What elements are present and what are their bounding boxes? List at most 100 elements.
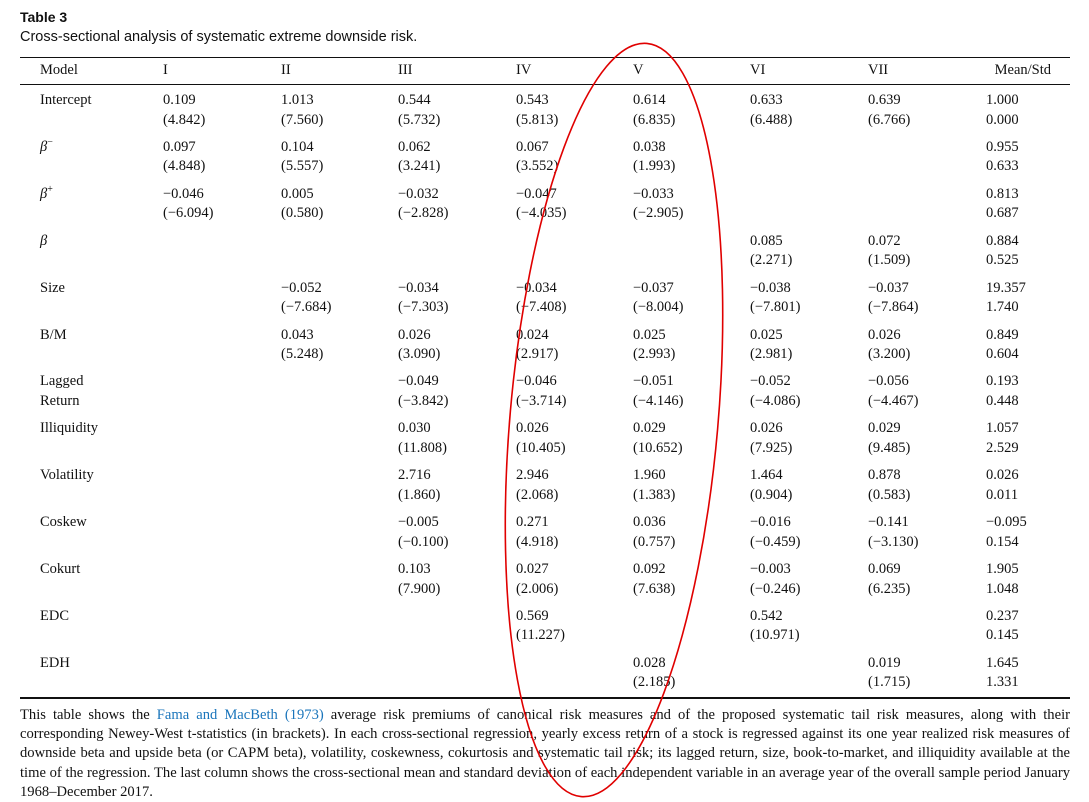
coefficient: −0.047 (516, 185, 557, 202)
statistic: (2.917) (516, 346, 559, 362)
coefficient: 0.614 (633, 92, 666, 108)
row-label: β (40, 232, 47, 252)
statistic: 1.048 (986, 580, 1019, 597)
coefficient: 0.639 (868, 92, 901, 108)
coefficient: 0.271 (516, 514, 549, 531)
coefficient: 0.085 (750, 232, 783, 249)
coefficient: 0.109 (163, 92, 196, 108)
coefficient: 0.024 (516, 326, 549, 343)
coefficient: 0.067 (516, 138, 549, 155)
statistic: (11.808) (398, 439, 447, 456)
statistic: 1.331 (986, 674, 1019, 691)
statistic: (0.580) (281, 205, 324, 222)
row-label-text: Cokurt (40, 561, 81, 577)
coefficient: 0.005 (281, 185, 314, 202)
coefficient: 0.026 (516, 420, 549, 437)
row-label: Intercept (40, 91, 92, 111)
coefficient: 1.645 (986, 654, 1019, 671)
statistic: (11.227) (516, 627, 565, 644)
coefficient: 0.038 (633, 138, 666, 155)
row-label-text: Size (40, 279, 65, 296)
table-title: Table 3 (20, 9, 68, 25)
coefficient: −0.003 (750, 561, 791, 577)
coefficient: −0.034 (516, 279, 557, 296)
coefficient: −0.052 (281, 279, 322, 296)
statistic: (2.981) (750, 346, 793, 362)
statistic: (10.405) (516, 439, 566, 456)
coefficient: 0.097 (163, 138, 196, 155)
coefficient: −0.052 (750, 373, 791, 390)
coefficient: −0.046 (516, 373, 557, 390)
coefficient: 0.026 (750, 420, 783, 437)
statistic: (6.488) (750, 111, 793, 128)
coefficient: −0.016 (750, 514, 791, 531)
coefficient: 19.357 (986, 279, 1026, 296)
table-caption: Cross-sectional analysis of systematic e… (20, 29, 418, 45)
row-label-text: EDC (40, 607, 69, 624)
row-label-text: EDH (40, 654, 70, 671)
statistic: (−6.094) (163, 205, 214, 222)
statistic: (0.904) (750, 486, 793, 503)
statistic: (7.925) (750, 439, 793, 456)
coefficient: 0.069 (868, 561, 901, 577)
statistic: 0.604 (986, 346, 1019, 362)
coefficient: −0.141 (868, 514, 909, 531)
coefficient: 0.103 (398, 561, 431, 577)
statistic: (9.485) (868, 439, 911, 456)
coefficient: 0.030 (398, 420, 431, 437)
statistic: (−0.100) (398, 533, 449, 550)
statistic: (−2.905) (633, 205, 684, 222)
coefficient: 2.716 (398, 467, 431, 484)
statistic: (2.993) (633, 346, 676, 362)
statistic: (1.383) (633, 486, 676, 503)
coefficient: 0.813 (986, 185, 1019, 202)
row-label: Volatility (40, 466, 94, 486)
row-label: B/M (40, 326, 67, 346)
statistic: (3.552) (516, 158, 559, 175)
coefficient: 1.013 (281, 92, 314, 108)
statistic: (6.766) (868, 111, 911, 128)
column-header: Mean/Std (994, 62, 1051, 78)
coefficient: −0.033 (633, 185, 674, 202)
coefficient: 0.544 (398, 92, 431, 108)
row-label-text: β (40, 185, 48, 202)
coefficient: 0.026 (868, 326, 901, 343)
statistic: (−4.146) (633, 392, 684, 409)
statistic: 0.687 (986, 205, 1019, 222)
statistic: (2.068) (516, 486, 559, 503)
statistic: 0.525 (986, 252, 1019, 269)
row-label: β+ (40, 184, 53, 205)
coefficient: 0.542 (750, 607, 783, 624)
coefficient: 1.000 (986, 92, 1019, 108)
coefficient: 0.025 (633, 326, 666, 343)
statistic: (−7.864) (868, 299, 919, 316)
statistic: 0.000 (986, 111, 1019, 128)
coefficient: −0.056 (868, 373, 909, 390)
row-label: β− (40, 136, 53, 158)
row-label: EDH (40, 654, 70, 674)
statistic: (−4.086) (750, 392, 801, 409)
statistic: (3.200) (868, 346, 911, 362)
statistic: (7.638) (633, 580, 676, 597)
statistic: (1.860) (398, 486, 441, 503)
statistic: (0.583) (868, 486, 911, 503)
header-rule (20, 84, 1070, 85)
statistic: (7.900) (398, 580, 441, 597)
statistic: 1.740 (986, 299, 1019, 316)
coefficient: 0.043 (281, 326, 314, 343)
statistic: 2.529 (986, 439, 1019, 456)
column-header: II (281, 62, 291, 78)
statistic: 0.448 (986, 392, 1019, 409)
coefficient: 0.193 (986, 373, 1019, 390)
coefficient: 1.960 (633, 467, 666, 484)
coefficient: 1.905 (986, 561, 1019, 577)
statistic: (5.813) (516, 111, 559, 128)
coefficient: 0.072 (868, 232, 901, 249)
row-label-sup: − (47, 136, 53, 148)
column-header: I (163, 62, 168, 78)
statistic: (5.732) (398, 111, 441, 128)
citation-link[interactable]: Fama and MacBeth (1973) (156, 707, 324, 723)
coefficient: 0.237 (986, 607, 1019, 624)
row-label: Cokurt (40, 560, 80, 580)
